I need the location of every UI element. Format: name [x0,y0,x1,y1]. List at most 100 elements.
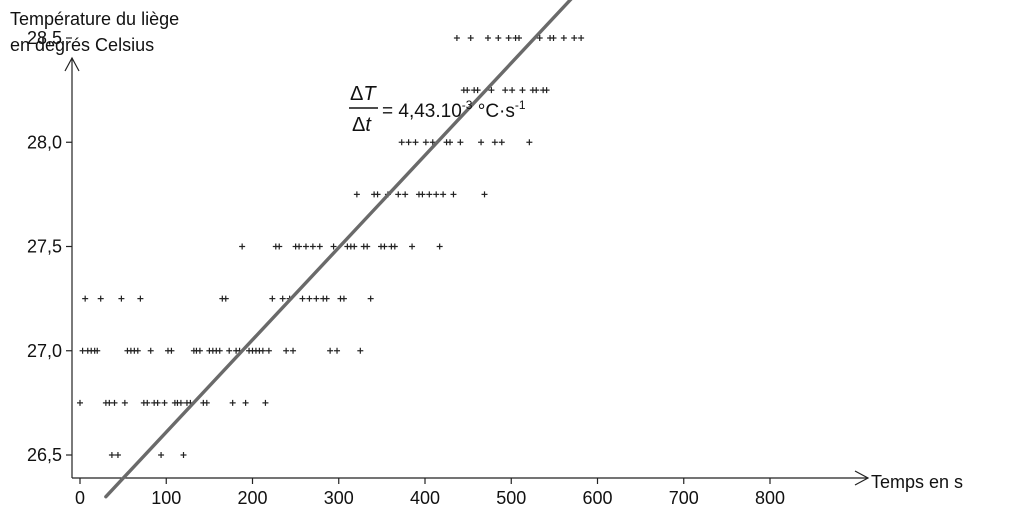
data-point [180,452,187,458]
axes [64,56,870,486]
data-point [290,347,297,354]
data-point [391,243,398,250]
data-point [134,347,141,354]
data-point [498,139,505,146]
x-tick-label: 700 [669,488,699,508]
y-tick-label: 27,0 [27,341,62,361]
data-point [543,87,550,94]
slope-unit: °C·s [472,101,514,122]
y-tick-label: 28,0 [27,132,62,152]
data-point [467,35,474,41]
numerator-variable: T [363,83,377,105]
data-point [495,35,502,41]
data-point [259,347,266,354]
data-point [108,452,115,458]
data-point [309,243,316,250]
data-point [144,399,151,406]
data-point [82,295,89,302]
data-point [457,139,464,146]
data-point [79,347,86,354]
y-ticks: 26,527,027,528,028,529,029,530,0 [27,28,72,465]
data-point [516,35,523,41]
data-point [269,295,276,302]
data-point [367,295,374,302]
data-point [353,191,360,198]
slope-value: = 4,43.10-3 °C·s-1 [382,98,526,122]
data-point [478,139,485,146]
data-point [296,243,303,250]
data-point [137,295,144,302]
data-point [351,243,358,250]
data-point [299,295,306,302]
data-point [94,347,101,354]
data-point [395,191,402,198]
data-point [97,295,104,302]
data-points [77,35,585,458]
data-point [316,243,323,250]
data-point [440,191,447,198]
denominator-delta: Δ [352,114,365,136]
data-point [222,295,229,302]
data-point [111,399,118,406]
slope-denominator: Δt [352,114,372,136]
data-point [422,139,429,146]
data-point [474,87,481,94]
data-point [226,347,233,354]
data-point [203,399,210,406]
denominator-variable: t [365,114,372,136]
data-point [114,452,121,458]
data-point [340,295,347,302]
fit-line [104,0,573,499]
data-point [412,139,419,146]
data-point [121,399,128,406]
data-point [154,399,161,406]
data-point [419,191,426,198]
x-tick-label: 500 [496,488,526,508]
data-point [364,243,371,250]
data-point [196,347,203,354]
data-point [242,399,249,406]
data-point [265,347,272,354]
data-point [550,35,557,41]
slope-exponent: -3 [462,98,473,112]
data-point [306,295,313,302]
data-point [526,139,533,146]
data-point [357,347,364,354]
data-point [283,347,290,354]
y-axis-title-line2: en degrés Celsius [10,35,154,55]
data-point [327,347,334,354]
data-point [262,399,269,406]
data-point [334,347,341,354]
data-point [158,452,165,458]
data-point [402,191,409,198]
data-point [436,243,443,250]
data-point [447,139,454,146]
data-point [279,295,286,302]
x-tick-label: 400 [410,488,440,508]
x-tick-label: 100 [151,488,181,508]
x-tick-label: 0 [75,488,85,508]
numerator-delta: Δ [350,83,363,105]
x-tick-label: 800 [755,488,785,508]
data-point [161,399,168,406]
data-point [177,399,184,406]
data-point [505,35,512,41]
x-tick-label: 600 [582,488,612,508]
data-point [239,243,246,250]
data-point [450,191,457,198]
data-point [429,139,436,146]
slope-number: = 4,43.10 [382,101,462,122]
data-point [229,399,236,406]
slope-numerator: ΔT [350,83,377,105]
x-tick-label: 200 [237,488,267,508]
x-axis-arrow [854,470,870,486]
y-axis-title-line1: Température du liège [10,9,179,29]
data-point [488,87,495,94]
data-point [106,399,113,406]
data-point [571,35,578,41]
slope-annotation: ΔT Δt = 4,43.10-3 °C·s-1 [349,83,526,136]
data-point [168,347,175,354]
data-point [398,139,405,146]
data-point [323,295,330,302]
